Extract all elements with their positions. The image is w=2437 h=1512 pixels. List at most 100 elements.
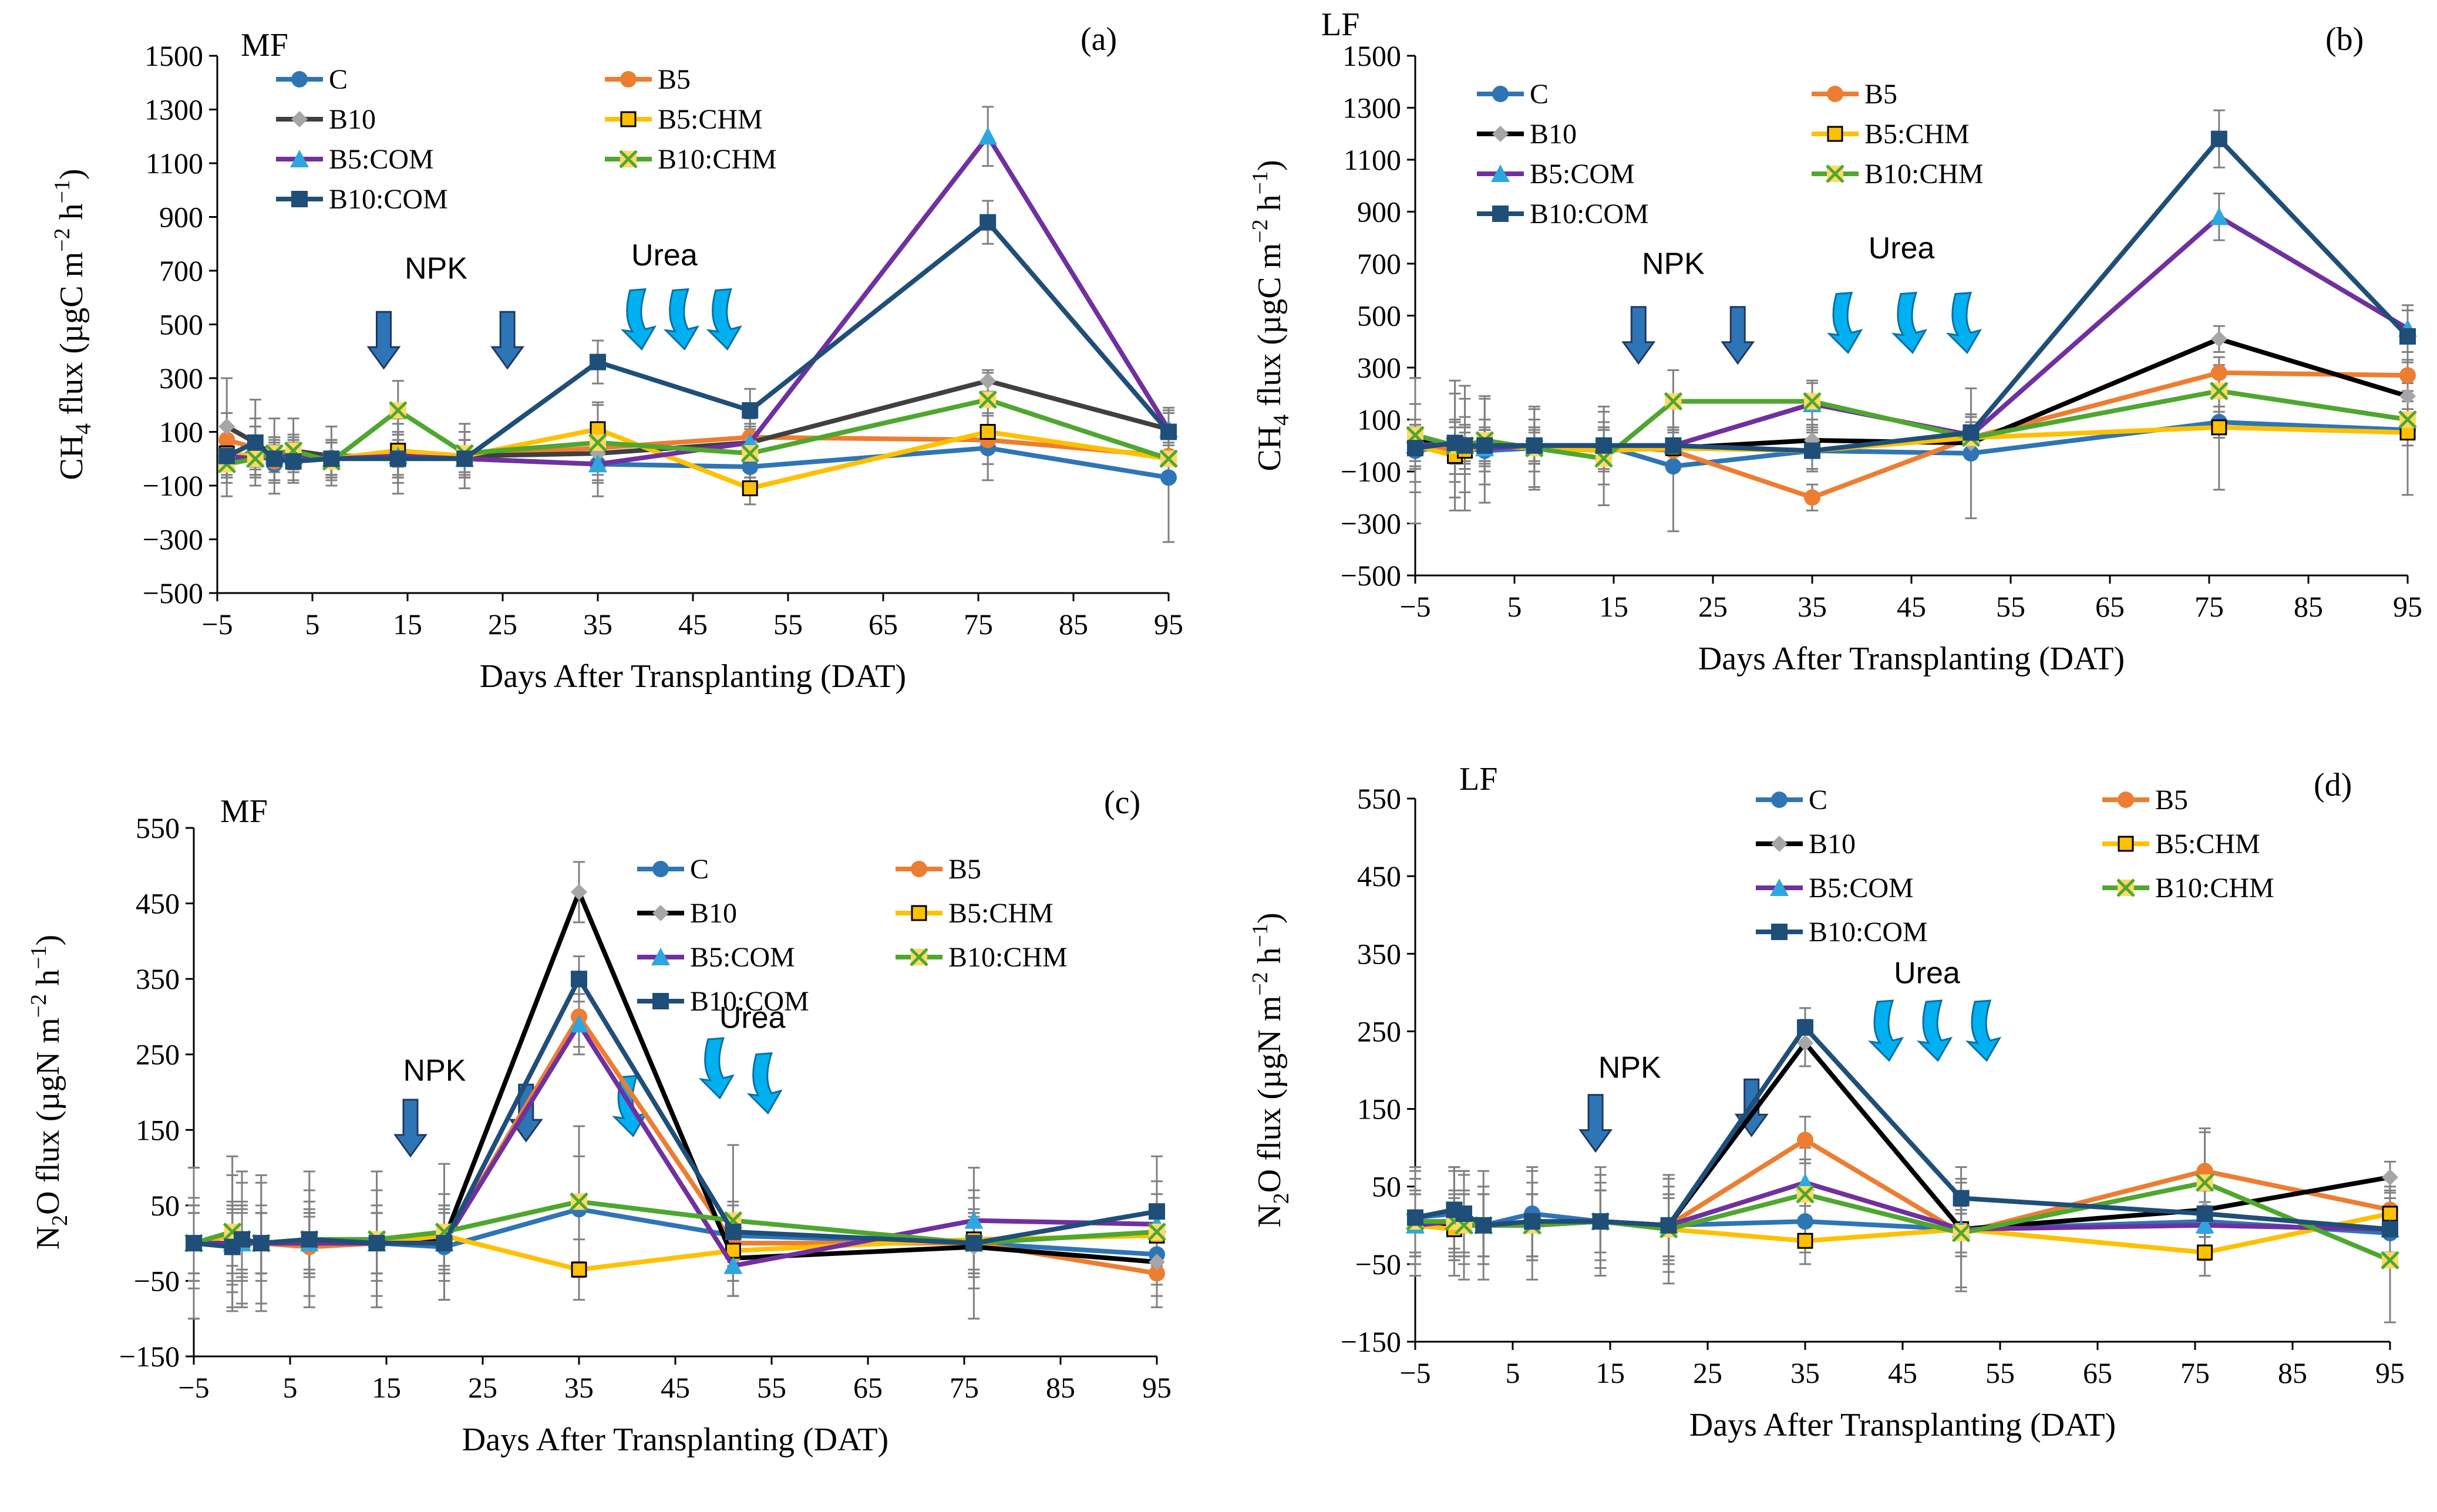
data-point [2399,367,2416,384]
urea-label: Urea [1869,231,1935,265]
legend-label: B5:CHM [1864,119,1970,150]
data-point [247,434,264,451]
y-tick-label: 350 [136,962,180,995]
y-axis-title-part: −2 [50,228,75,251]
series-line [1415,336,2409,451]
legend-label: B10 [1809,829,1856,860]
urea-arrow-icon-shape [698,1037,735,1100]
y-axis-title-part: −1 [26,945,51,969]
urea-label: Urea [1894,957,1960,991]
x-tick-label: 5 [1507,590,1522,623]
x-tick-label: 25 [1698,590,1728,623]
data-point [2398,410,2417,429]
legend-swatch-marker [2118,792,2134,808]
legend-label: C [1530,79,1549,110]
urea-arrow-icon-shape [663,288,699,351]
legend-swatch-marker [291,191,308,207]
data-point [1592,1213,1609,1230]
npk-arrow-icon-shape [366,311,401,370]
legend-swatch-marker [291,111,308,127]
y-tick-label: 150 [136,1113,180,1146]
data-point [590,421,606,437]
legend-swatch-marker-cross [619,150,638,169]
y-tick-label: 300 [159,362,203,395]
x-tick-label: 85 [1046,1371,1075,1404]
data-point [186,1235,202,1252]
data-point [1797,1019,1813,1036]
data-point [1804,442,1820,459]
legend-label: C [690,854,709,885]
y-axis-title-part: h [1251,194,1288,219]
y-tick-label: 500 [159,308,203,341]
x-tick-label: 5 [305,608,320,641]
npk-arrow-icon [393,1099,428,1158]
legend-swatch-marker [652,861,669,877]
npk-arrow-icon [490,311,525,370]
data-point [246,449,265,469]
legend-swatch-marker [620,71,637,87]
data-point [1160,423,1177,440]
legend-swatch-marker [1492,206,1509,222]
y-axis-title-part: −2 [1248,972,1273,995]
panel-letter: (c) [1104,784,1140,821]
data-point [1149,1265,1165,1282]
y-axis-title-part: 2 [48,1215,72,1226]
data-point [1963,445,1980,462]
y-tick-label: 350 [1357,937,1401,970]
y-axis-title: CH4 flux (µgC m−2 h−1) [50,169,96,480]
y-tick-label: −50 [134,1264,180,1297]
data-point [2195,1215,2214,1234]
x-tick-label: 25 [488,608,517,641]
legend-label: B5:COM [690,942,795,973]
data-point [1407,440,1423,457]
data-point [570,1192,588,1211]
y-axis-title-part: 4 [1269,415,1294,426]
data-point [964,1211,984,1229]
data-point [368,1235,385,1252]
data-point [2399,425,2416,441]
data-point [1456,1205,1472,1222]
series-b10-com [1407,1019,2398,1238]
x-tick-label: 25 [1693,1356,1722,1389]
data-point [234,1231,250,1248]
data-point-cross [1803,392,1822,411]
data-point [2210,364,2227,381]
data-point [1797,1035,1813,1052]
y-tick-label: 1300 [144,93,203,126]
y-tick-label: 1100 [146,147,203,180]
urea-arrow-icon [620,288,657,351]
data-point-cross [570,1192,588,1211]
series-line [193,976,1157,1250]
data-point [218,447,235,464]
y-axis-title-part: CH [1251,426,1288,472]
x-tick-label: 55 [773,608,803,641]
data-point [1951,1224,1971,1242]
data-point [218,418,235,435]
data-point [2382,1168,2398,1186]
x-axis-title: Days After Transplanting (DAT) [1698,641,2125,677]
y-axis-title-part: 2 [1269,1193,1294,1204]
x-tick-label: 95 [2393,590,2422,623]
legend: C B5 B10 B5:CHM B5:COM B10:CHM B10:COM [1477,79,1984,230]
legend-label: B5:COM [1809,873,1914,904]
legend-label: B5 [1864,79,1897,110]
x-tick-label: 15 [393,608,422,641]
legend-swatch-marker [1827,126,1843,142]
x-tick-label: −5 [201,608,233,641]
legend-swatch-marker [290,150,309,167]
x-tick-label: 85 [2278,1356,2307,1389]
npk-arrow-icon-shape [393,1099,428,1158]
y-axis-title-part: flux (µgC m [53,252,90,423]
y-tick-label: 50 [1372,1170,1401,1203]
y-axis-title-part: −1 [1248,924,1273,947]
data-point [588,433,607,452]
data-point [285,453,302,470]
series-b10-com [218,214,1177,470]
data-point [1803,392,1822,411]
y-axis-title-part: ) [53,169,90,180]
series-line [194,1022,1157,1268]
data-point [979,214,997,231]
series-line [225,220,1171,464]
x-tick-label: 25 [468,1371,497,1404]
chart-panel-0: 150013001100900700500300100−100−300−500−… [50,21,1183,695]
